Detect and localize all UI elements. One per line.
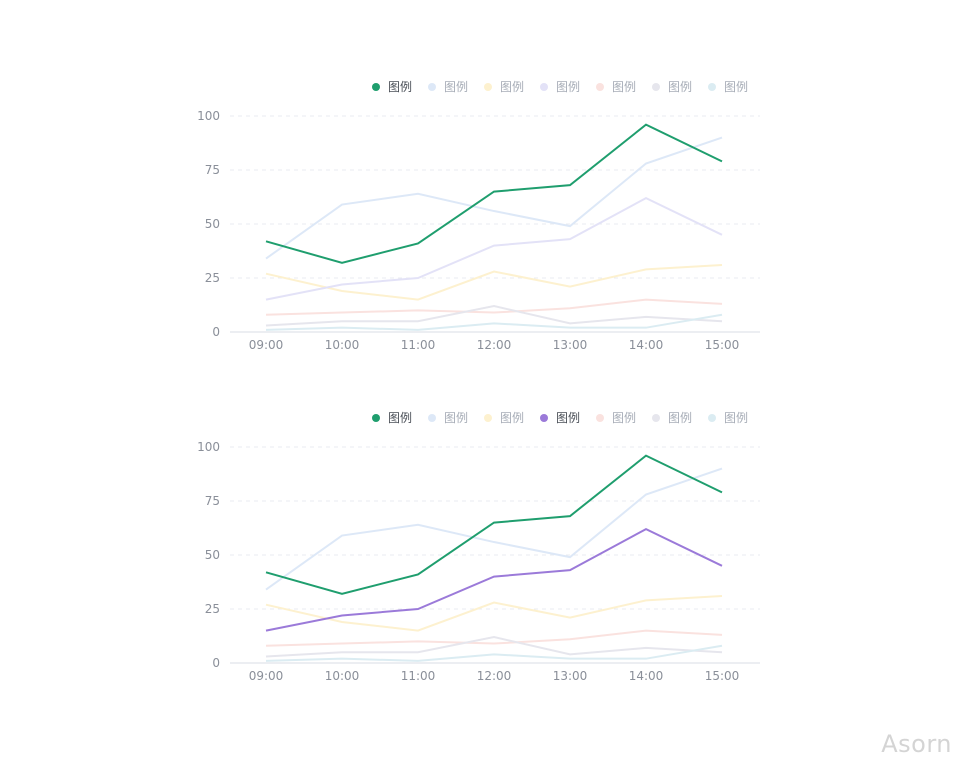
y-tick-label: 50	[205, 548, 220, 562]
y-tick-label: 50	[205, 217, 220, 231]
legend-item[interactable]: 图例	[372, 411, 412, 425]
legend-label: 图例	[612, 411, 636, 425]
series-line	[265, 467, 723, 591]
legend-label: 图例	[556, 80, 580, 94]
legend-item[interactable]: 图例	[372, 80, 412, 94]
series-line	[265, 298, 723, 316]
line-chart-top: 0 25 50 75 100 09:00 10:00 11:00 12:00 13:00 14:00…	[180, 70, 780, 370]
series-line	[265, 454, 723, 595]
legend-item[interactable]: 图例	[708, 411, 748, 425]
x-tick-label: 11:00	[401, 338, 436, 352]
legend-label: 图例	[444, 80, 468, 94]
legend-marker	[540, 414, 548, 422]
series-line	[265, 595, 723, 632]
x-tick-label: 15:00	[705, 669, 740, 683]
series-line	[265, 527, 723, 632]
legend-label: 图例	[388, 80, 412, 94]
series-line	[265, 629, 723, 647]
legend-label: 图例	[388, 411, 412, 425]
legend-item[interactable]: 图例	[428, 411, 468, 425]
series-line	[265, 644, 723, 662]
legend-item[interactable]: 图例	[540, 80, 580, 94]
legend-marker	[708, 414, 716, 422]
legend-item[interactable]: 图例	[652, 411, 692, 425]
legend-marker	[708, 83, 716, 91]
x-tick-label: 14:00	[629, 338, 664, 352]
y-tick-label: 100	[197, 109, 220, 123]
x-tick-label: 10:00	[325, 669, 360, 683]
legend-item[interactable]: 图例	[484, 80, 524, 94]
x-tick-label: 13:00	[553, 338, 588, 352]
x-tick-label: 15:00	[705, 338, 740, 352]
line-chart-top-svg: 0 25 50 75 100 09:00 10:00 11:00 12:00 13:00 14:00…	[197, 80, 760, 352]
line-chart-bottom-svg: 0 25 50 75 100 09:00 10:00 11:00 12:00 13:00 14:00…	[197, 411, 760, 683]
y-tick-label: 75	[205, 163, 220, 177]
legend-label: 图例	[668, 80, 692, 94]
series-line	[265, 264, 723, 301]
legend-item[interactable]: 图例	[540, 411, 580, 425]
legend-label: 图例	[444, 411, 468, 425]
series-line	[265, 136, 723, 260]
legend-marker	[428, 83, 436, 91]
x-tick-label: 13:00	[553, 669, 588, 683]
legend-label: 图例	[612, 80, 636, 94]
legend-item[interactable]: 图例	[596, 411, 636, 425]
legend-label: 图例	[500, 411, 524, 425]
legend-label: 图例	[500, 80, 524, 94]
legend-marker	[652, 414, 660, 422]
legend-marker	[428, 414, 436, 422]
x-tick-label: 11:00	[401, 669, 436, 683]
x-tick-label: 09:00	[249, 338, 284, 352]
series-line	[265, 123, 723, 264]
legend-item[interactable]: 图例	[428, 80, 468, 94]
legend-marker	[596, 83, 604, 91]
x-tick-label: 12:00	[477, 669, 512, 683]
series-line	[265, 313, 723, 331]
y-tick-label: 0	[212, 656, 220, 670]
legend-label: 图例	[724, 411, 748, 425]
legend-label: 图例	[724, 80, 748, 94]
x-tick-label: 09:00	[249, 669, 284, 683]
legend-marker	[540, 83, 548, 91]
legend-marker	[484, 414, 492, 422]
legend-marker	[484, 83, 492, 91]
y-tick-label: 25	[205, 271, 220, 285]
series-line	[265, 636, 723, 658]
legend-item[interactable]: 图例	[652, 80, 692, 94]
series-line	[265, 305, 723, 327]
watermark: Asorn	[881, 730, 952, 758]
legend-item[interactable]: 图例	[708, 80, 748, 94]
y-tick-label: 100	[197, 440, 220, 454]
x-tick-label: 10:00	[325, 338, 360, 352]
y-tick-label: 0	[212, 325, 220, 339]
legend-label: 图例	[556, 411, 580, 425]
legend-label: 图例	[668, 411, 692, 425]
series-line	[265, 196, 723, 301]
legend-marker	[596, 414, 604, 422]
x-tick-label: 12:00	[477, 338, 512, 352]
y-tick-label: 25	[205, 602, 220, 616]
legend-item[interactable]: 图例	[484, 411, 524, 425]
legend-marker	[652, 83, 660, 91]
legend-marker	[372, 83, 380, 91]
line-chart-bottom: 0 25 50 75 100 09:00 10:00 11:00 12:00 13:00 14:00…	[180, 401, 780, 701]
x-tick-label: 14:00	[629, 669, 664, 683]
legend-marker	[372, 414, 380, 422]
y-tick-label: 75	[205, 494, 220, 508]
legend-item[interactable]: 图例	[596, 80, 636, 94]
